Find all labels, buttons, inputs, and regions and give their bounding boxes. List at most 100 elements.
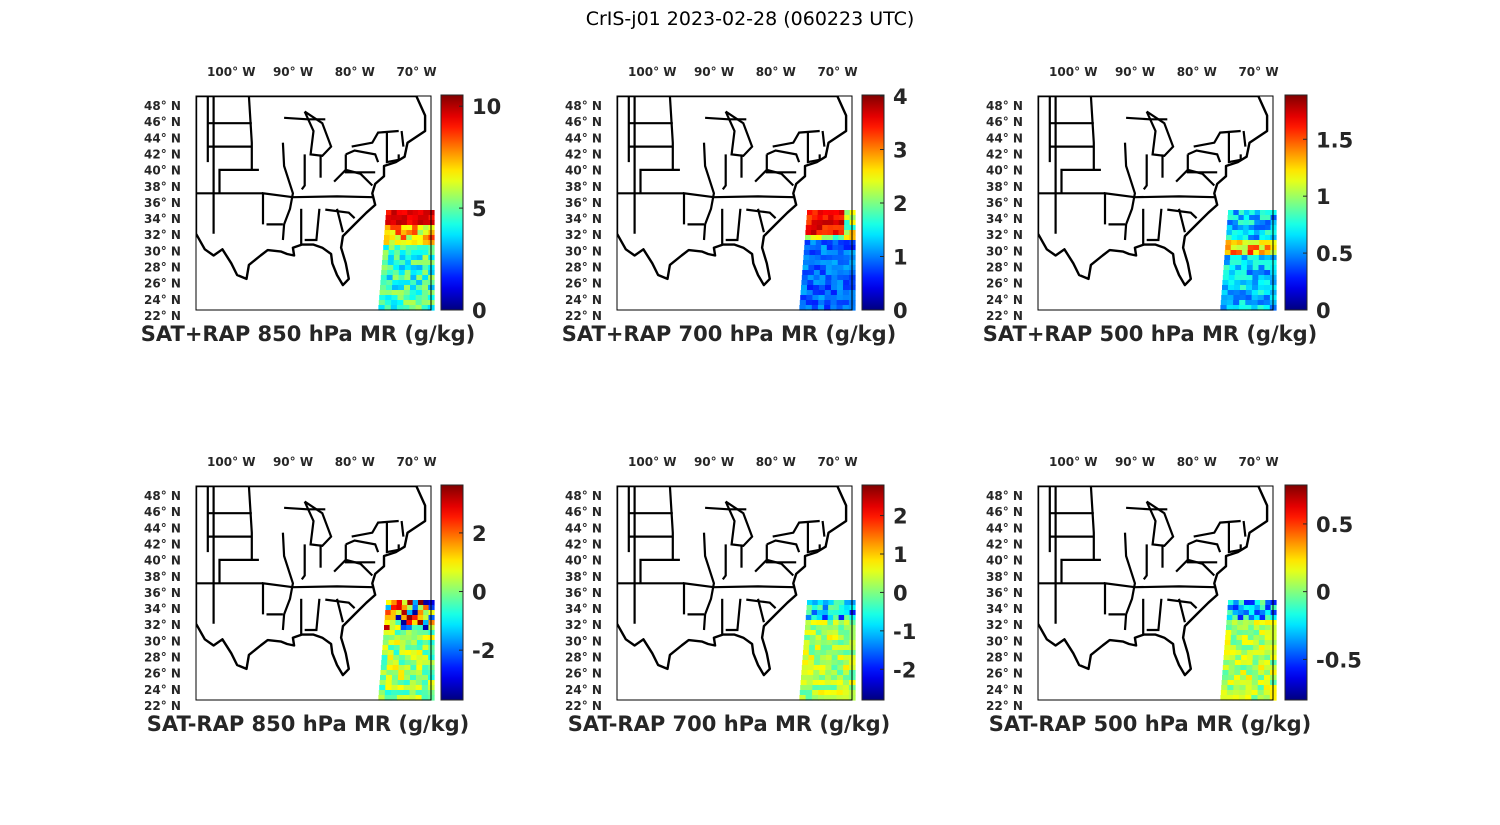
swath-cell [815,640,822,646]
state-border [1146,208,1163,242]
swath-cell [832,645,839,651]
swath-cell [1220,690,1228,696]
swath-cell [805,620,812,626]
state-border [766,149,801,163]
lat-tick-label: 44° N [986,521,1023,535]
swath-cell [833,210,840,216]
swath-cell [391,295,399,301]
swath-cell [391,300,398,306]
lat-tick-label: 48° N [144,99,181,113]
swath-cell [384,695,392,701]
swath-cell [831,675,838,681]
swath-cell [423,225,430,231]
swath-cell [838,625,845,631]
lon-tick-label: 90° W [694,65,734,79]
swath-cell [385,220,392,226]
swath-cell [843,275,850,281]
swath-cell [815,635,822,641]
swath-cell [421,300,429,306]
swath-cell [409,295,417,301]
lat-tick-label: 32° N [565,228,602,242]
swath-cell [406,230,413,236]
swath-cell [397,290,405,296]
swath-cell [820,265,827,271]
swath-cell [805,230,812,236]
swath-cell [838,605,845,611]
state-border [1177,208,1186,233]
swath-cell [1240,670,1247,676]
lat-tick-label: 34° N [144,212,181,226]
swath-cell [398,275,405,281]
swath-cell [422,625,430,631]
swath-cell [422,285,429,291]
swath-cell [832,255,839,261]
swath-cell [821,240,828,246]
swath-cell [422,655,429,661]
colorbar: 0 1 2 3 4 [861,85,908,323]
colorbar-tick-label: 0.5 [1316,513,1353,537]
swath-cell [1245,695,1252,701]
swath-cell [799,695,807,701]
swath-cell [812,295,820,301]
state-border [303,110,333,158]
swath-cell [1238,605,1245,611]
swath-cell [416,640,424,646]
swath-cell [398,670,405,676]
swath-cell [806,680,814,686]
swath-cell [422,260,429,266]
swath-cell [843,240,850,246]
swath-cell [1238,215,1245,221]
swath-cell [415,685,423,691]
swath-cell [422,280,429,286]
swath-cell [838,615,845,621]
swath-cell [387,270,394,276]
swath-cell [1258,655,1265,661]
swath-cell [811,695,819,701]
swath-cell [423,615,430,621]
swath-cell [805,235,812,241]
state-border [303,500,333,548]
swath-cell [389,240,396,246]
swath-cell [428,610,435,616]
swath-cell [821,635,828,641]
swath-cell [833,615,840,621]
swath-cell [1253,255,1260,261]
swath-cell [814,260,821,266]
swath-cell [423,610,430,616]
swath-cell [814,655,821,661]
swath-cell [837,675,844,681]
lat-tick-label: 36° N [565,586,602,600]
swath-cell [388,640,395,646]
swath-cell [401,615,408,621]
swath-cell [418,600,424,606]
state-border [766,539,801,553]
swath-cell [1251,295,1259,301]
swath-cell [821,630,828,636]
swath-cell [416,275,423,281]
swath-cell [805,225,812,231]
swath-cell [422,635,429,641]
swath-cell [819,675,826,681]
swath-cell [1236,245,1243,251]
swath-cell [814,255,822,261]
swath-cell [1270,610,1277,616]
state-border [821,520,826,537]
swath-cell [818,300,825,306]
swath-cell [804,240,811,246]
swath-cell [406,225,413,231]
swath-cell [1221,290,1229,296]
swath-cell [1226,625,1233,631]
lat-tick-label: 38° N [565,180,602,194]
swath-cell [807,670,814,676]
swath-cell [401,215,408,221]
swath-cell [828,600,835,606]
state-border [821,130,826,147]
swath-cell [830,300,838,306]
swath-cell [398,660,406,666]
swath-cell [417,220,424,226]
swath-cell [392,670,399,676]
swath-cell [399,650,406,656]
lon-tick-label: 70° W [1238,455,1278,469]
swath-cell [838,215,845,221]
swath-cell [833,605,840,611]
